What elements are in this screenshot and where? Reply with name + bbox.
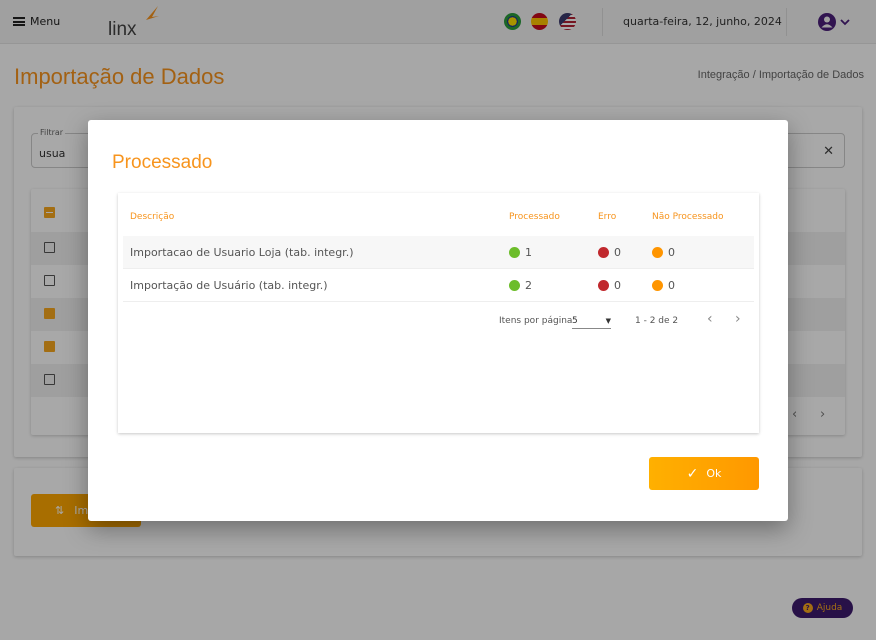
spain-flag-icon[interactable]	[531, 13, 548, 30]
results-table: Descrição Processado Erro Não Processado…	[118, 193, 759, 433]
clear-icon[interactable]: ✕	[823, 144, 834, 159]
processado-dialog: Processado Descrição Processado Erro Não…	[88, 120, 788, 521]
top-header: Menu linx quarta-feira, 12, junho, 2024	[0, 0, 876, 44]
nao-processado-count: 0	[668, 279, 675, 292]
prev-page-icon[interactable]: ‹	[792, 407, 798, 422]
row-checkbox[interactable]	[44, 275, 55, 286]
ok-label: Ok	[706, 467, 722, 480]
page-size-select[interactable]: 5 ▼	[572, 313, 611, 329]
pending-dot-icon	[652, 247, 663, 258]
success-dot-icon	[509, 280, 520, 291]
error-dot-icon	[598, 247, 609, 258]
row-checkbox[interactable]	[44, 374, 55, 385]
user-avatar-icon	[818, 13, 836, 31]
filter-label: Filtrar	[38, 128, 66, 137]
row-checkbox[interactable]	[44, 341, 55, 352]
row-checkbox[interactable]	[44, 308, 55, 319]
success-dot-icon	[509, 247, 520, 258]
breadcrumb-current: Importação de Dados	[758, 69, 864, 81]
breadcrumb-parent[interactable]: Integração	[697, 69, 750, 81]
error-dot-icon	[598, 280, 609, 291]
column-header-nao-processado[interactable]: Não Processado	[652, 212, 724, 222]
help-label: Ajuda	[816, 603, 843, 613]
help-button[interactable]: ? Ajuda	[792, 598, 853, 618]
next-page-icon[interactable]: ›	[820, 407, 826, 422]
help-icon: ?	[802, 603, 813, 613]
processado-count: 2	[525, 279, 532, 292]
select-all-checkbox[interactable]	[44, 207, 55, 218]
filter-value: usua	[39, 147, 66, 160]
table-row: Importacao de Usuario Loja (tab. integr.…	[123, 236, 754, 269]
divider	[786, 8, 787, 36]
pending-dot-icon	[652, 280, 663, 291]
divider	[602, 8, 603, 36]
svg-text:linx: linx	[108, 19, 137, 38]
prev-page-icon[interactable]: ‹	[707, 311, 713, 327]
items-per-page-label: Itens por página	[499, 316, 573, 326]
erro-count: 0	[614, 279, 621, 292]
erro-count: 0	[614, 246, 621, 259]
page-size-value: 5	[572, 315, 578, 326]
menu-label: Menu	[30, 15, 61, 28]
import-icon: ⇅	[55, 504, 65, 517]
user-menu[interactable]	[817, 12, 850, 32]
processado-count: 1	[525, 246, 532, 259]
dialog-title: Processado	[112, 152, 213, 173]
ok-button[interactable]: ✓ Ok	[649, 457, 759, 490]
current-date: quarta-feira, 12, junho, 2024	[623, 15, 782, 28]
row-description: Importação de Usuário (tab. integr.)	[130, 279, 328, 292]
dropdown-arrow-icon: ▼	[605, 316, 611, 325]
hamburger-icon	[13, 17, 25, 26]
column-header-descricao[interactable]: Descrição	[130, 212, 175, 222]
breadcrumb: Integração / Importação de Dados	[698, 69, 864, 81]
menu-button[interactable]: Menu	[13, 15, 60, 28]
column-header-processado[interactable]: Processado	[509, 212, 560, 222]
row-checkbox[interactable]	[44, 242, 55, 253]
breadcrumb-separator: /	[752, 69, 756, 81]
next-page-icon[interactable]: ›	[735, 311, 741, 327]
pagination-range: 1 - 2 de 2	[635, 316, 679, 326]
nao-processado-count: 0	[668, 246, 675, 259]
page-title: Importação de Dados	[14, 64, 225, 89]
chevron-down-icon	[840, 19, 850, 26]
check-icon: ✓	[686, 465, 699, 482]
linx-logo: linx	[108, 6, 159, 38]
row-description: Importacao de Usuario Loja (tab. integr.…	[130, 246, 354, 259]
column-header-erro[interactable]: Erro	[598, 212, 617, 222]
usa-flag-icon[interactable]	[559, 13, 576, 30]
table-row: Importação de Usuário (tab. integr.) 2 0…	[123, 269, 754, 302]
brazil-flag-icon[interactable]	[504, 13, 521, 30]
